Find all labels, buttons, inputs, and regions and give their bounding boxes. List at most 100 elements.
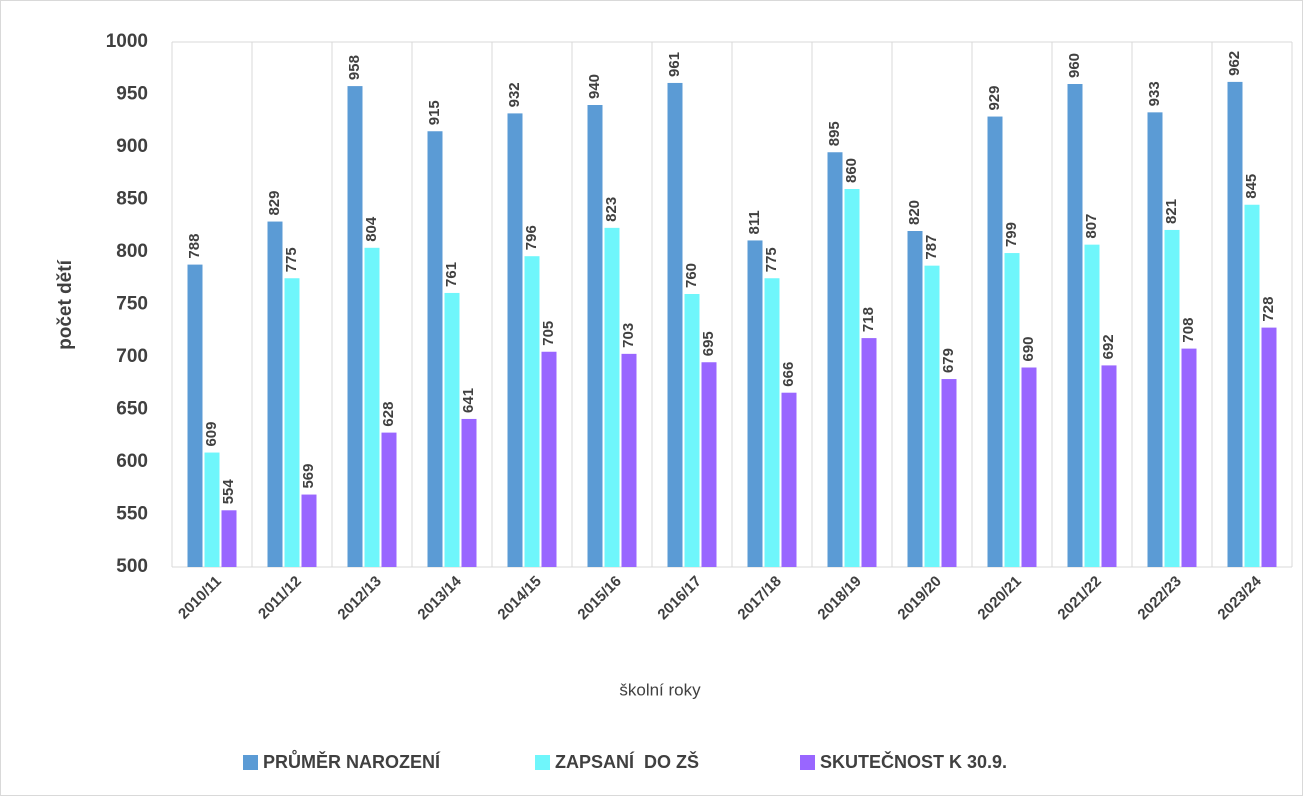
x-axis-label: školní roky: [619, 680, 701, 699]
data-label: 958: [346, 55, 363, 80]
y-tick-label: 600: [116, 451, 148, 472]
bar: [781, 392, 797, 567]
data-label: 775: [283, 247, 300, 272]
legend-swatch: [243, 755, 258, 770]
data-label: 705: [540, 321, 557, 346]
data-label: 692: [1100, 334, 1117, 359]
bar: [507, 113, 523, 568]
data-label: 821: [1163, 199, 1180, 224]
data-label: 569: [300, 464, 317, 489]
data-label: 933: [1146, 81, 1163, 106]
data-label: 787: [923, 235, 940, 260]
data-label: 761: [443, 262, 460, 287]
y-tick-label: 850: [116, 189, 148, 210]
y-tick-label: 650: [116, 399, 148, 420]
bar: [301, 494, 317, 567]
data-label: 708: [1180, 318, 1197, 343]
data-label: 703: [620, 323, 637, 348]
legend-label: SKUTEČNOST K 30.9.: [820, 751, 1007, 772]
bar: [684, 294, 700, 567]
data-label: 804: [363, 216, 380, 242]
data-label: 915: [426, 100, 443, 125]
legend-swatch: [800, 755, 815, 770]
bar: [1067, 84, 1083, 567]
legend-label: PRŮMĚR NAROZENÍ: [263, 750, 441, 772]
data-label: 628: [380, 402, 397, 427]
bar: [524, 256, 540, 567]
bar: [1227, 81, 1243, 568]
bar: [667, 82, 683, 567]
bar: [1021, 367, 1037, 567]
data-label: 788: [186, 234, 203, 259]
data-label: 641: [460, 388, 477, 413]
data-label: 961: [666, 52, 683, 77]
bar: [987, 116, 1003, 568]
bar: [284, 278, 300, 567]
data-label: 760: [683, 263, 700, 288]
data-label: 829: [266, 191, 283, 216]
y-tick-label: 550: [116, 504, 148, 525]
y-tick-label: 1000: [106, 31, 148, 52]
data-label: 609: [203, 422, 220, 447]
legend-label: ZAPSANÍ DO ZŠ: [555, 751, 699, 772]
bar: [1244, 204, 1260, 567]
bar: [267, 221, 283, 568]
bar: [364, 247, 380, 568]
y-tick-label: 800: [116, 241, 148, 262]
bar: [861, 338, 877, 567]
bar: [827, 152, 843, 567]
data-label: 679: [940, 348, 957, 373]
data-label: 718: [860, 307, 877, 332]
data-label: 799: [1003, 222, 1020, 247]
data-label: 895: [826, 121, 843, 146]
bar: [427, 131, 443, 567]
data-label: 932: [506, 82, 523, 107]
bar: [587, 105, 603, 567]
y-tick-label: 750: [116, 294, 148, 315]
bar: [924, 265, 940, 567]
bar: [747, 240, 763, 567]
bar: [221, 510, 237, 567]
bar: [1101, 365, 1117, 567]
bar: [764, 278, 780, 567]
bar: [941, 379, 957, 567]
data-label: 845: [1243, 174, 1260, 199]
data-label: 811: [746, 210, 763, 234]
data-label: 796: [523, 225, 540, 250]
data-label: 690: [1020, 336, 1037, 361]
bar: [204, 452, 220, 567]
bar: [1164, 229, 1180, 567]
data-label: 554: [220, 479, 237, 505]
data-label: 666: [780, 362, 797, 387]
data-label: 860: [843, 158, 860, 183]
bar: [444, 292, 460, 567]
data-label: 823: [603, 197, 620, 222]
data-label: 940: [586, 74, 603, 99]
legend-swatch: [535, 755, 550, 770]
bar: [604, 227, 620, 567]
bar: [844, 189, 860, 567]
y-tick-label: 900: [116, 136, 148, 157]
bar: [541, 351, 557, 567]
y-tick-label: 950: [116, 84, 148, 105]
bar: [1004, 253, 1020, 568]
data-label: 807: [1083, 214, 1100, 239]
y-tick-label: 500: [116, 556, 148, 577]
bar: [907, 231, 923, 567]
bar: [1084, 244, 1100, 567]
bar: [1181, 348, 1197, 567]
data-label: 775: [763, 247, 780, 272]
bar: [621, 353, 637, 567]
bar: [187, 264, 203, 567]
bar: [701, 362, 717, 567]
data-label: 962: [1226, 51, 1243, 76]
data-label: 728: [1260, 297, 1277, 322]
data-label: 929: [986, 86, 1003, 111]
data-label: 960: [1066, 53, 1083, 78]
data-label: 820: [906, 200, 923, 225]
data-label: 695: [700, 331, 717, 356]
bar: [461, 418, 477, 567]
y-axis-label: počet dětí: [55, 259, 76, 349]
bar: [1261, 327, 1277, 567]
